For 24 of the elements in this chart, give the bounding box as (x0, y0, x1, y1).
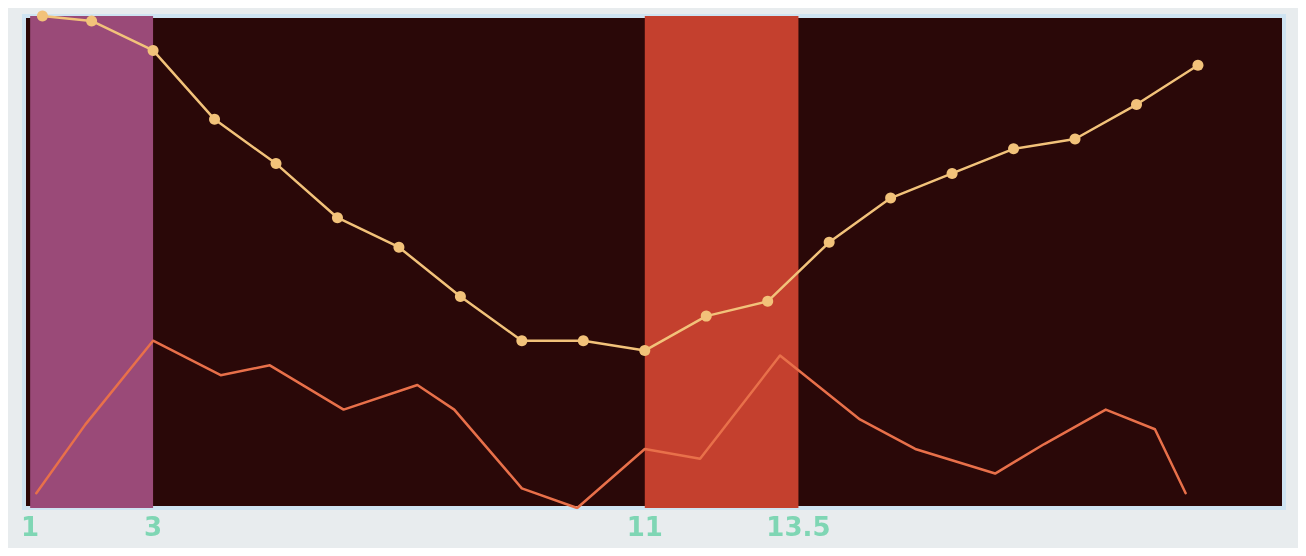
point (885, 192, 897, 204)
point (270, 158, 282, 170)
point (700, 310, 712, 322)
point (639, 345, 651, 357)
point (1131, 99, 1142, 111)
x-tick-label: 1 (21, 512, 40, 542)
point (331, 212, 343, 224)
point (454, 290, 466, 302)
point (36, 10, 48, 22)
point (393, 241, 405, 253)
x-tick-label: 11 (626, 512, 663, 542)
point (762, 295, 774, 307)
point (209, 113, 221, 125)
point (823, 236, 835, 248)
x-tick-label: 13.5 (766, 512, 831, 542)
point (147, 44, 159, 56)
point (1008, 143, 1020, 155)
point (1192, 59, 1204, 71)
point (86, 15, 98, 27)
point (1069, 133, 1081, 145)
point (516, 335, 528, 347)
point (946, 167, 958, 179)
point (577, 335, 589, 347)
x-tick-label: 3 (144, 512, 163, 542)
